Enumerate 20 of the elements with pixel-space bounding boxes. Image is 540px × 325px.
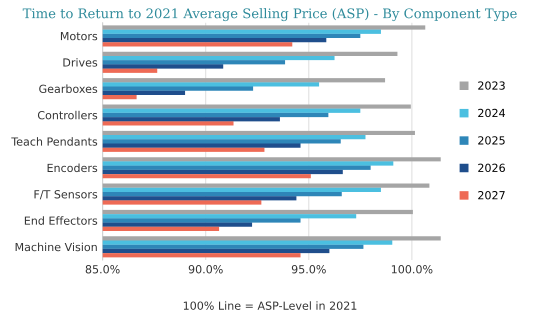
y-tick-label: F/T Sensors bbox=[34, 190, 98, 200]
y-tick-label: Controllers bbox=[38, 110, 98, 120]
legend-label: 2027 bbox=[478, 191, 505, 200]
x-tick-label: 85.0% bbox=[86, 265, 120, 274]
y-tick-label: Gearboxes bbox=[39, 84, 98, 94]
y-tick-label: Motors bbox=[60, 32, 98, 40]
y-tick-label: Teach Pendants bbox=[11, 137, 98, 146]
y-tick-label: End Effectors bbox=[24, 216, 98, 225]
y-tick-label: Encoders bbox=[48, 164, 98, 172]
x-tick-label: 100.0% bbox=[392, 265, 432, 274]
x-tick-label: 95.0% bbox=[292, 265, 326, 274]
legend-label: 2024 bbox=[478, 108, 506, 118]
y-tick-label: Drives bbox=[63, 58, 98, 67]
x-tick-label: 90.0% bbox=[188, 265, 223, 274]
text: 100% Line = ASP-Level in 2021 bbox=[184, 301, 356, 310]
y-tick-label: Machine Vision bbox=[16, 242, 97, 252]
legend-label: 2023 bbox=[478, 81, 505, 90]
legend-label: 2025 bbox=[478, 136, 505, 145]
legend-label: 2026 bbox=[478, 164, 505, 172]
chart-title: Time to Return to 2021 Average Selling Price (ASP) - By Component Type bbox=[22, 8, 517, 22]
